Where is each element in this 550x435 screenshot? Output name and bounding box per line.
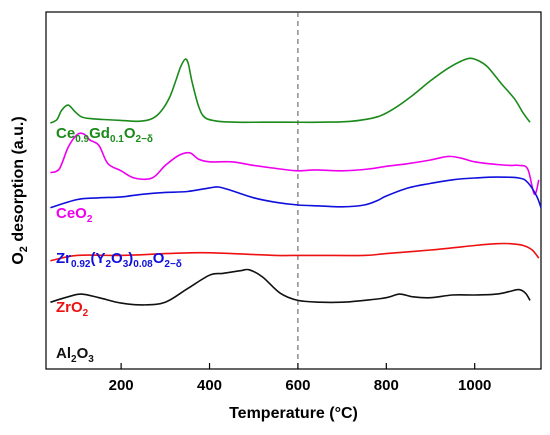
x-axis-title: Temperature (°C) bbox=[229, 405, 358, 422]
plot-frame bbox=[45, 11, 542, 370]
series-line-3 bbox=[50, 242, 540, 262]
series-label-2: Zr0.92(Y2O3)0.08O2−δ bbox=[56, 250, 182, 270]
series-label-1: CeO2 bbox=[56, 205, 93, 225]
series-label-3: ZrO2 bbox=[56, 299, 89, 319]
x-tick-label: 600 bbox=[285, 377, 310, 394]
series-line-4 bbox=[50, 268, 531, 306]
series-line-1 bbox=[50, 132, 540, 196]
x-tick-label: 400 bbox=[197, 377, 222, 394]
series-line-0 bbox=[50, 57, 531, 124]
series-labels-group: Ce0.9Gd0.1O2−δ CeO2 Zr0.92(Y2O3)0.08O2−δ Zr… bbox=[56, 125, 182, 365]
x-tick-label: 1000 bbox=[458, 377, 491, 394]
series-line-2 bbox=[50, 176, 542, 209]
series-label-0: Ce0.9Gd0.1O2−δ bbox=[56, 125, 153, 145]
series-group bbox=[50, 57, 542, 306]
x-tick-label: 800 bbox=[374, 377, 399, 394]
y-axis-title: O2 desorption (a.u.) bbox=[10, 116, 30, 264]
series-label-4: Al2O3 bbox=[56, 345, 94, 365]
x-tick-label: 200 bbox=[109, 377, 134, 394]
x-ticks-group: 200 400 600 800 1000 bbox=[109, 363, 491, 394]
